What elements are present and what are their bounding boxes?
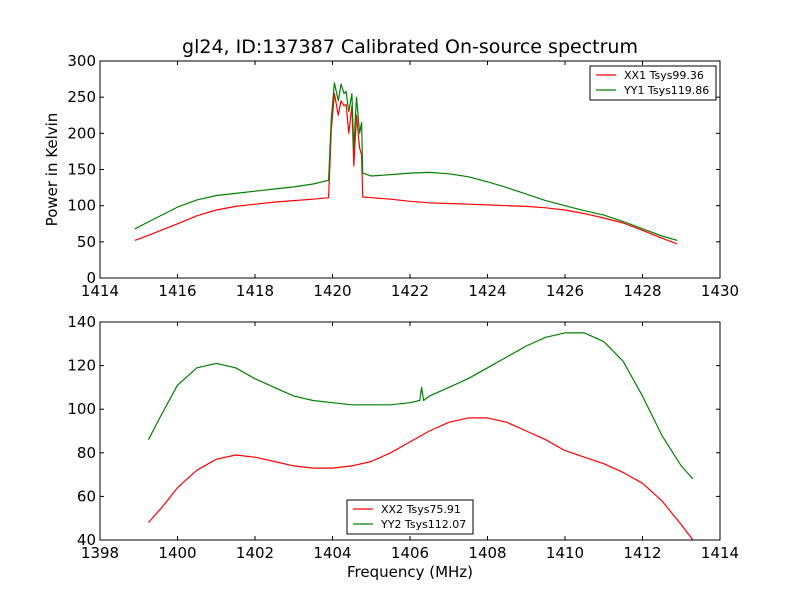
- y-tick-label: 0: [86, 269, 96, 287]
- chart-title: gl24, ID:137387 Calibrated On-source spe…: [182, 36, 638, 58]
- legend: XX1 Tsys99.36 YY1 Tsys119.86: [589, 65, 717, 101]
- x-tick-label: 1424: [468, 282, 506, 300]
- x-tick-label: 1398: [81, 544, 119, 562]
- y-tick-label: 40: [77, 531, 96, 549]
- series-line-2: [147, 332, 694, 480]
- x-tick-label: 1414: [701, 544, 739, 562]
- y-tick-label: 80: [77, 444, 96, 462]
- legend-label: YY1 Tsys119.86: [623, 84, 709, 97]
- x-tick-label: 1412: [623, 544, 661, 562]
- x-tick-label: 1406: [391, 544, 429, 562]
- x-axis-label: Frequency (MHz): [347, 563, 473, 581]
- x-tick-label: 1418: [236, 282, 274, 300]
- y-tick-label: 120: [67, 357, 96, 375]
- legend-label: YY2 Tsys112.07: [380, 518, 466, 531]
- x-tick-label: 1402: [236, 544, 274, 562]
- y-tick-label: 150: [67, 161, 96, 179]
- y-tick-label: 50: [77, 233, 96, 251]
- y-tick-label: 200: [67, 124, 96, 142]
- y-tick-label: 140: [67, 313, 96, 331]
- series-line-1: [134, 92, 678, 245]
- y-tick-label: 100: [67, 197, 96, 215]
- x-tick-label: 1410: [546, 544, 584, 562]
- legend: XX2 Tsys75.91 YY2 Tsys112.07: [346, 499, 474, 535]
- legend-box: [346, 499, 474, 535]
- x-tick-label: 1420: [313, 282, 351, 300]
- x-tick-label: 1422: [391, 282, 429, 300]
- y-tick-label: 250: [67, 88, 96, 106]
- y-tick-label: 60: [77, 487, 96, 505]
- x-tick-label: 1414: [81, 282, 119, 300]
- series-line-2: [134, 82, 678, 241]
- top-panel: 1414 1416 1418 1420 1422 1424 1426 1428 1430 0 50 1…: [43, 52, 739, 300]
- x-tick-label: 1408: [468, 544, 506, 562]
- x-tick-label: 1430: [701, 282, 739, 300]
- y-axis-label: Power in Kelvin: [43, 113, 61, 227]
- x-tick-label: 1400: [158, 544, 196, 562]
- legend-label: XX1 Tsys99.36: [624, 69, 704, 82]
- y-tick-label: 300: [67, 52, 96, 70]
- x-tick-label: 1426: [546, 282, 584, 300]
- x-tick-label: 1404: [313, 544, 351, 562]
- y-tick-label: 100: [67, 400, 96, 418]
- bottom-panel: 1398 1400 1402 1404 1406 1408 1410 1412 1414 40 60…: [67, 313, 739, 581]
- x-tick-label: 1416: [158, 282, 196, 300]
- legend-box: [589, 65, 717, 101]
- legend-label: XX2 Tsys75.91: [381, 503, 461, 516]
- x-tick-label: 1428: [623, 282, 661, 300]
- series-line-1: [147, 417, 694, 541]
